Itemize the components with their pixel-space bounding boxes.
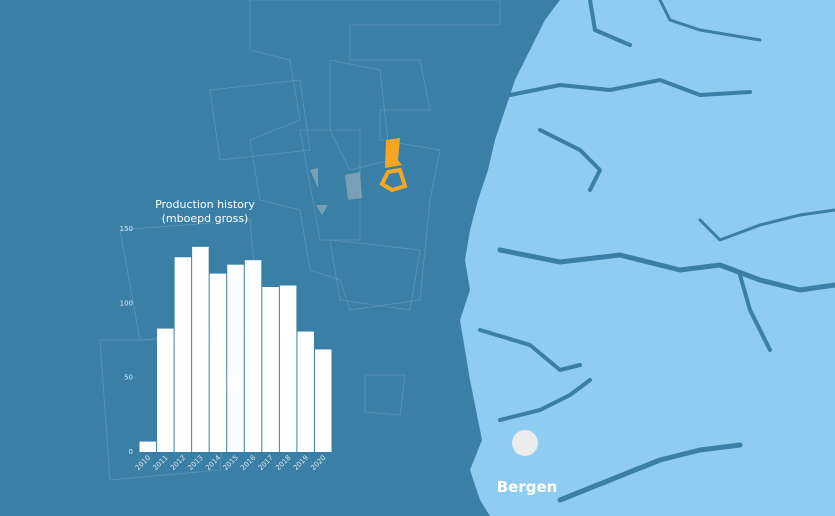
city-marker (512, 430, 538, 456)
field-blocks (310, 138, 408, 215)
bar (209, 273, 227, 452)
bar (192, 246, 209, 452)
bar (174, 257, 192, 452)
bar (244, 260, 262, 452)
bar (314, 349, 332, 452)
bar (262, 286, 279, 452)
land (460, 0, 835, 516)
bar (279, 285, 297, 452)
bar (297, 331, 314, 452)
y-tick-label: 0 (129, 448, 133, 456)
y-tick-label: 150 (120, 225, 133, 233)
fjords (478, 0, 835, 503)
bar (227, 264, 244, 452)
chart-subtitle: (mboepd gross) (162, 212, 249, 225)
y-tick-label: 50 (124, 374, 133, 382)
chart-title: Production history (155, 198, 255, 211)
city-label: Bergen (497, 478, 558, 496)
bar (157, 328, 174, 452)
bar (139, 441, 157, 452)
y-tick-label: 100 (120, 299, 133, 307)
